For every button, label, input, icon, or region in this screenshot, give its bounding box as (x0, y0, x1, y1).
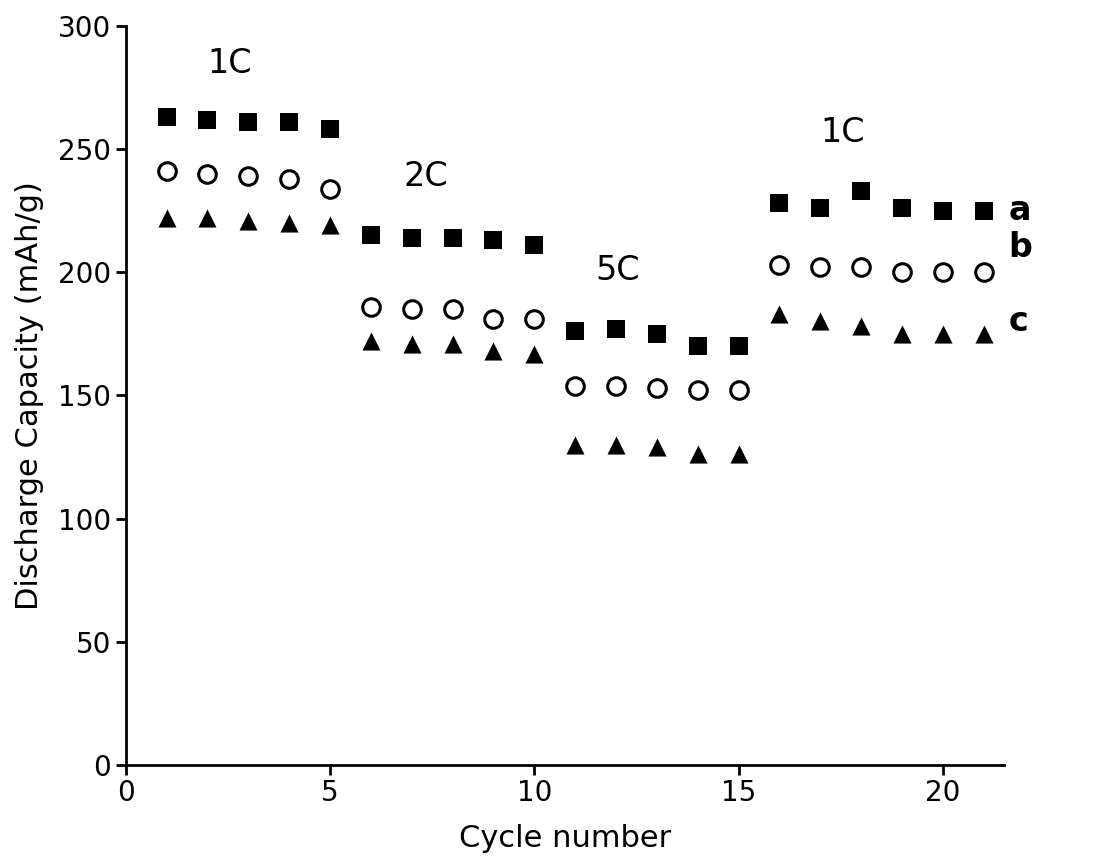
Point (811, 260, 829, 274)
Point (607, 437, 625, 451)
Text: b: b (1008, 231, 1031, 264)
Point (730, 384, 747, 398)
Point (689, 384, 706, 398)
Point (198, 167, 216, 181)
Point (280, 172, 298, 186)
Point (730, 448, 747, 462)
Point (770, 196, 788, 210)
Point (607, 322, 625, 336)
Point (321, 181, 338, 195)
Point (566, 437, 584, 451)
Point (403, 231, 421, 245)
Point (280, 216, 298, 230)
Point (444, 231, 462, 245)
Point (158, 164, 175, 178)
Point (485, 344, 503, 358)
Point (852, 319, 869, 333)
Text: 2C: 2C (403, 161, 449, 194)
Text: 1C: 1C (820, 116, 865, 149)
Point (975, 204, 993, 218)
Point (811, 314, 829, 328)
Point (975, 327, 993, 341)
Point (893, 266, 910, 279)
Point (363, 334, 380, 348)
Point (648, 327, 666, 341)
Point (730, 339, 747, 353)
Point (934, 204, 952, 218)
Point (239, 169, 257, 183)
Point (811, 201, 829, 215)
Point (852, 184, 869, 198)
Point (770, 258, 788, 272)
X-axis label: Cycle number: Cycle number (458, 824, 671, 853)
Point (607, 378, 625, 392)
Point (363, 228, 380, 242)
Point (566, 378, 584, 392)
Point (321, 122, 338, 136)
Y-axis label: Discharge Capacity (mAh/g): Discharge Capacity (mAh/g) (15, 181, 44, 610)
Point (526, 238, 543, 252)
Point (321, 219, 338, 233)
Point (158, 211, 175, 225)
Point (485, 312, 503, 326)
Point (444, 337, 462, 351)
Text: c: c (1008, 305, 1028, 338)
Point (689, 339, 706, 353)
Point (526, 346, 543, 360)
Point (526, 312, 543, 326)
Point (934, 327, 952, 341)
Point (934, 266, 952, 279)
Point (198, 211, 216, 225)
Point (198, 113, 216, 127)
Point (239, 115, 257, 129)
Point (689, 448, 706, 462)
Point (485, 233, 503, 247)
Point (363, 299, 380, 313)
Point (648, 440, 666, 454)
Point (770, 307, 788, 321)
Point (239, 214, 257, 227)
Point (444, 302, 462, 316)
Text: 1C: 1C (207, 47, 252, 80)
Text: 5C: 5C (595, 254, 640, 287)
Point (893, 327, 910, 341)
Point (403, 337, 421, 351)
Point (975, 266, 993, 279)
Point (648, 381, 666, 395)
Point (403, 302, 421, 316)
Point (893, 201, 910, 215)
Point (566, 325, 584, 339)
Point (158, 110, 175, 124)
Point (280, 115, 298, 129)
Point (852, 260, 869, 274)
Text: a: a (1008, 194, 1030, 227)
